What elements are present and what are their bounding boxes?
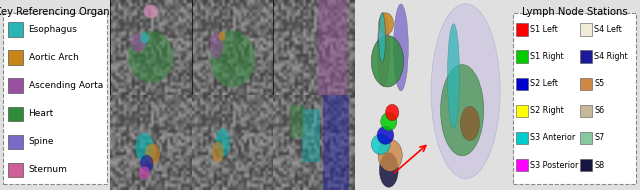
Bar: [580, 105, 593, 117]
Text: Esophagus: Esophagus: [29, 25, 77, 34]
Text: S3 Posterior: S3 Posterior: [531, 161, 579, 170]
FancyBboxPatch shape: [513, 13, 636, 184]
Ellipse shape: [385, 104, 399, 121]
Bar: [8, 163, 23, 177]
Bar: [516, 78, 529, 90]
Text: S4 Right: S4 Right: [595, 52, 628, 61]
Bar: [516, 132, 529, 144]
Text: S3 Anterior: S3 Anterior: [531, 133, 575, 142]
Ellipse shape: [129, 31, 173, 83]
Ellipse shape: [378, 139, 402, 171]
Ellipse shape: [379, 13, 394, 35]
Bar: [8, 22, 23, 37]
Bar: [8, 50, 23, 65]
Text: Heart: Heart: [29, 109, 54, 118]
Ellipse shape: [145, 143, 160, 164]
Text: S4 Left: S4 Left: [595, 25, 622, 34]
Ellipse shape: [378, 12, 390, 86]
Text: S5: S5: [595, 79, 605, 88]
Ellipse shape: [440, 65, 484, 156]
Ellipse shape: [140, 155, 154, 172]
Ellipse shape: [431, 4, 500, 179]
Bar: [516, 105, 529, 117]
Ellipse shape: [394, 4, 408, 91]
Bar: [516, 51, 529, 63]
Bar: [323, 95, 349, 190]
Bar: [580, 78, 593, 90]
Bar: [580, 51, 593, 63]
Ellipse shape: [377, 126, 394, 144]
Bar: [302, 109, 320, 162]
Ellipse shape: [380, 153, 398, 187]
Ellipse shape: [460, 106, 479, 141]
Text: S1 Left: S1 Left: [531, 25, 558, 34]
Ellipse shape: [212, 142, 223, 162]
Ellipse shape: [216, 128, 230, 157]
Text: Spine: Spine: [29, 137, 54, 146]
Ellipse shape: [140, 32, 148, 44]
Ellipse shape: [143, 5, 158, 18]
Bar: [516, 23, 529, 36]
Bar: [290, 105, 305, 138]
Ellipse shape: [381, 112, 397, 131]
Bar: [580, 23, 593, 36]
Ellipse shape: [371, 36, 404, 87]
Bar: [319, 0, 347, 95]
Text: S7: S7: [595, 133, 605, 142]
Text: S2 Right: S2 Right: [531, 106, 564, 115]
Ellipse shape: [210, 32, 223, 59]
Bar: [8, 78, 23, 93]
Bar: [8, 107, 23, 121]
Ellipse shape: [447, 24, 460, 128]
Text: Lymph Node Stations: Lymph Node Stations: [522, 7, 628, 17]
Text: S6: S6: [595, 106, 604, 115]
Ellipse shape: [210, 30, 255, 87]
Bar: [516, 159, 529, 171]
Ellipse shape: [136, 133, 154, 162]
Ellipse shape: [379, 13, 385, 62]
Ellipse shape: [131, 33, 146, 52]
Ellipse shape: [219, 31, 225, 41]
FancyBboxPatch shape: [3, 13, 107, 184]
Text: Key Referencing Organs: Key Referencing Organs: [0, 7, 115, 17]
Text: S8: S8: [595, 161, 604, 170]
Bar: [8, 135, 23, 149]
Bar: [580, 159, 593, 171]
Ellipse shape: [139, 166, 150, 180]
Ellipse shape: [371, 134, 390, 154]
Text: Aortic Arch: Aortic Arch: [29, 53, 78, 62]
Text: S2 Left: S2 Left: [531, 79, 558, 88]
Bar: [580, 132, 593, 144]
Text: S1 Right: S1 Right: [531, 52, 564, 61]
Text: Sternum: Sternum: [29, 165, 67, 174]
Text: Ascending Aorta: Ascending Aorta: [29, 81, 103, 90]
